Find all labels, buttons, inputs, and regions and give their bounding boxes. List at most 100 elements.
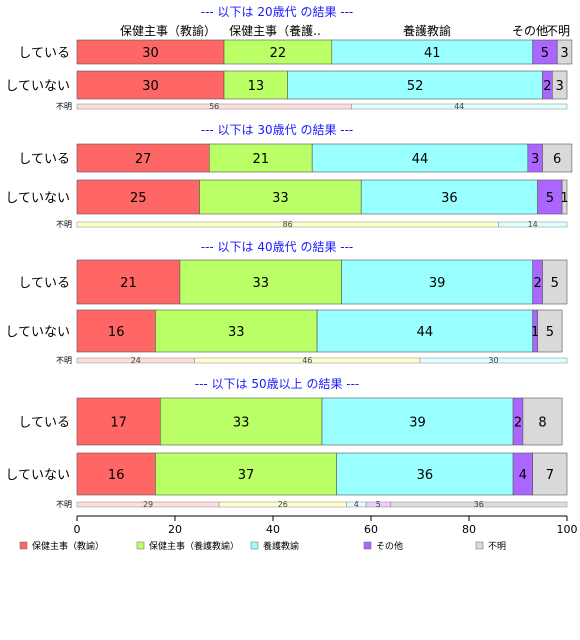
- bar-segment: [551, 70, 568, 100]
- category-header-3: その他: [512, 24, 548, 38]
- bar-segment: [341, 259, 534, 305]
- unknown-segment: [390, 501, 568, 508]
- bar-value-label: 30: [142, 46, 159, 61]
- bar-segment: [76, 452, 156, 496]
- legend-entry: 保健主事（教諭）: [32, 540, 104, 552]
- x-tick-label: 60: [364, 523, 378, 536]
- bar-segment: [537, 179, 563, 215]
- bar-value-label: 16: [108, 325, 125, 340]
- bar-segment: [223, 39, 333, 65]
- legend-swatch: [136, 541, 145, 550]
- bar-segment: [155, 309, 318, 353]
- bar-segment: [321, 397, 514, 446]
- panel-title: --- 以下は 30歳代 の結果 ---: [201, 123, 354, 137]
- bar-value-label: 21: [252, 152, 269, 167]
- row-label: している: [18, 152, 70, 167]
- panel-title: --- 以下は 40歳代 の結果 ---: [201, 240, 354, 254]
- bar-segment: [179, 259, 342, 305]
- bar-segment: [331, 39, 533, 65]
- unknown-value-label: 5: [376, 500, 381, 509]
- bar-value-label: 17: [110, 416, 127, 431]
- bar-value-label: 4: [519, 468, 527, 483]
- bar-value-label: 5: [541, 46, 549, 61]
- row-label: していない: [5, 468, 70, 483]
- bar-value-label: 7: [546, 468, 554, 483]
- bar-segment: [76, 39, 225, 65]
- legend-swatch: [363, 541, 372, 550]
- panel-title: --- 以下は 20歳代 の結果 ---: [201, 5, 354, 19]
- bar-value-label: 2: [533, 276, 541, 291]
- unknown-value-label: 24: [131, 356, 141, 365]
- legend-entry: 保健主事（養護教諭）: [149, 540, 239, 552]
- bar-segment: [311, 143, 529, 173]
- bar-value-label: 8: [538, 416, 546, 431]
- bar-value-label: 33: [252, 276, 269, 291]
- bar-value-label: 36: [417, 468, 434, 483]
- bar-value-label: 33: [228, 325, 245, 340]
- legend-entry: その他: [376, 540, 403, 552]
- x-tick-label: 0: [74, 523, 81, 536]
- bar-value-label: 52: [407, 79, 424, 94]
- unknown-label: 不明: [56, 220, 72, 229]
- row-label: していない: [5, 191, 70, 206]
- unknown-value-label: 46: [302, 356, 312, 365]
- bar-segment: [556, 39, 573, 65]
- bar-value-label: 27: [135, 152, 152, 167]
- bar-value-label: 44: [417, 325, 434, 340]
- bar-segment: [360, 179, 538, 215]
- bar-value-label: 1: [560, 191, 568, 206]
- bar-segment: [532, 452, 568, 496]
- bar-value-label: 33: [272, 191, 289, 206]
- bar-segment: [522, 397, 563, 446]
- row-label: していない: [5, 325, 70, 340]
- row-label: している: [18, 416, 70, 431]
- bar-value-label: 16: [108, 468, 125, 483]
- bar-segment: [287, 70, 543, 100]
- bar-value-label: 33: [233, 416, 250, 431]
- bar-value-label: 13: [248, 79, 265, 94]
- row-label: している: [18, 46, 70, 61]
- legend-entry: 不明: [488, 541, 506, 552]
- unknown-value-label: 56: [209, 102, 219, 111]
- x-tick-label: 20: [168, 523, 182, 536]
- unknown-value-label: 29: [143, 500, 153, 509]
- category-header-1: 保健主事（養護..: [229, 23, 321, 38]
- unknown-label: 不明: [56, 356, 72, 365]
- bar-value-label: 21: [120, 276, 137, 291]
- unknown-segment: [498, 221, 568, 228]
- bar-value-label: 5: [546, 191, 554, 206]
- bar-segment: [561, 179, 568, 215]
- unknown-segment: [419, 357, 568, 364]
- row-label: している: [18, 276, 70, 291]
- bar-value-label: 3: [556, 79, 564, 94]
- row-label: していない: [5, 79, 70, 94]
- bar-value-label: 3: [531, 152, 539, 167]
- panel-title: --- 以下は 50歳以上 の結果 ---: [195, 377, 360, 391]
- bar-segment: [199, 179, 362, 215]
- bar-value-label: 39: [429, 276, 446, 291]
- legend-swatch: [19, 541, 28, 550]
- bar-segment: [76, 70, 225, 100]
- unknown-value-label: 44: [454, 102, 464, 111]
- bar-segment: [542, 259, 568, 305]
- bar-segment: [76, 179, 200, 215]
- bar-segment: [223, 70, 289, 100]
- bar-segment: [542, 143, 573, 173]
- category-header-0: 保健主事（教諭）: [120, 23, 216, 38]
- bar-segment: [76, 309, 156, 353]
- bar-value-label: 36: [441, 191, 458, 206]
- bar-value-label: 39: [409, 416, 426, 431]
- bar-value-label: 41: [424, 46, 441, 61]
- x-tick-label: 100: [557, 523, 578, 536]
- legend-entry: 養護教諭: [263, 540, 299, 552]
- bar-value-label: 22: [270, 46, 287, 61]
- unknown-value-label: 36: [474, 500, 484, 509]
- legend-swatch: [475, 541, 484, 550]
- bar-segment: [160, 397, 323, 446]
- unknown-label: 不明: [56, 102, 72, 111]
- bar-value-label: 1: [531, 325, 539, 340]
- category-header-2: 養護教諭: [403, 23, 451, 38]
- bar-value-label: 5: [551, 276, 559, 291]
